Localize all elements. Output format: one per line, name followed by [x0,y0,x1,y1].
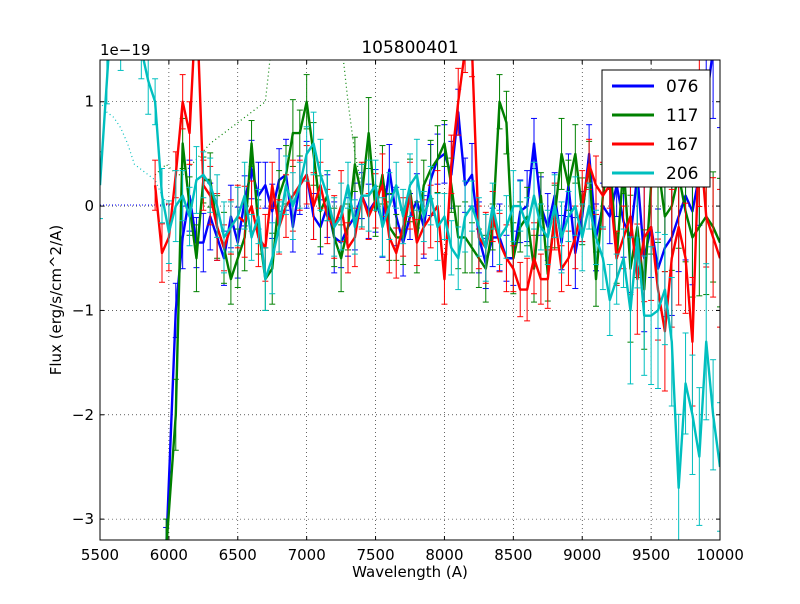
x-tick-label: 8000 [425,546,463,564]
y-tick-label: 1 [84,93,94,111]
y-tick-label: 0 [84,197,94,215]
axis-ticks: 5500 6000 6500 7000 7500 8000 8500 9000 9500 1000… [72,60,744,564]
legend-label: 167 [666,135,698,155]
legend-label: 206 [666,164,698,184]
y-axis-label: Flux (erg/s/cm^2/A) [47,225,65,376]
x-tick-label: 8500 [494,546,532,564]
legend-label: 117 [666,106,698,126]
x-tick-label: 10000 [696,546,744,564]
x-tick-label: 6500 [219,546,257,564]
legend-box [601,69,711,188]
y-tick-label: −2 [72,406,94,424]
dotted-trace [154,60,363,186]
data-series-layer [100,60,720,540]
legend: 076 117 167 206 [601,69,711,188]
y-offset-label: 1e−19 [100,41,150,59]
y-tick-label: −3 [72,510,94,528]
chart-title: 105800401 [361,38,458,58]
plot-frame [99,59,721,541]
dotted-trace [100,101,170,207]
y-tick-label: −1 [72,301,94,319]
series-206 [100,60,720,540]
x-tick-label: 9000 [563,546,601,564]
series-line [100,60,720,490]
x-tick-label: 6000 [150,546,188,564]
x-axis-label: Wavelength (A) [352,563,468,581]
x-tick-label: 7500 [356,546,394,564]
legend-label: 076 [666,77,698,97]
x-tick-label: 9500 [632,546,670,564]
x-tick-label: 5500 [81,546,119,564]
x-tick-label: 7000 [288,546,326,564]
